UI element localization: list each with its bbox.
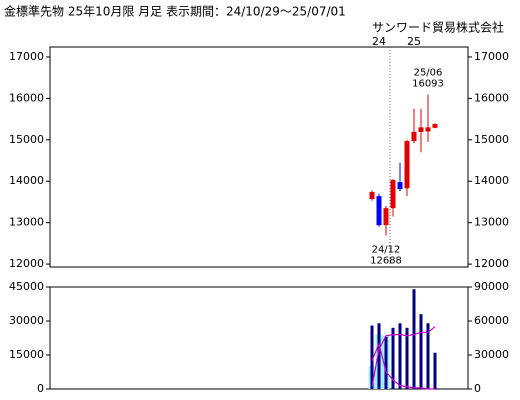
candle-body [411, 131, 417, 142]
volume-bar [433, 352, 437, 389]
y-tick-label: 17000 [474, 50, 509, 63]
candle-body [397, 182, 403, 190]
line-series [371, 341, 435, 390]
y-tick-label: 12000 [474, 257, 509, 270]
y-tick-label: 0 [37, 382, 44, 395]
company: サンワード貿易株式会社 [372, 20, 504, 35]
y-tick-label: 15000 [9, 133, 44, 146]
candle-body [376, 196, 382, 226]
volume-bar [426, 323, 430, 389]
volume-bar [412, 289, 416, 389]
price-frame [49, 46, 469, 268]
y-tick-label: 60000 [474, 314, 509, 327]
y-tick-label: 17000 [9, 50, 44, 63]
volume-frame [49, 286, 469, 390]
annotation-value: 12688 [370, 256, 402, 267]
volume-bar [398, 323, 402, 389]
candle-body [425, 127, 431, 132]
y-tick-label: 13000 [9, 216, 44, 229]
y-tick-label: 13000 [474, 216, 509, 229]
volume-bar [405, 327, 409, 389]
y-tick-label: 14000 [9, 174, 44, 187]
y-tick-label: 90000 [474, 280, 509, 293]
volume-bar [419, 314, 423, 389]
y-tick-label: 16000 [474, 91, 509, 104]
candle-body [432, 124, 438, 128]
x-tick-label: 24 [372, 35, 386, 48]
volume-bar [384, 336, 388, 389]
volume-bar [377, 323, 381, 389]
annotation-date: 25/06 [414, 68, 443, 79]
y-tick-label: 15000 [474, 133, 509, 146]
y-tick-label: 0 [474, 382, 481, 395]
line-series [371, 326, 436, 387]
candle-body [418, 127, 424, 132]
annotation-date: 24/12 [372, 245, 401, 256]
candle-body [369, 192, 375, 200]
y-tick-label: 12000 [9, 257, 44, 270]
volume-bar [391, 327, 395, 389]
candle-body [404, 141, 410, 189]
candle-body [383, 208, 389, 226]
title: 金標準先物 25年10月限 月足 表示期間：24/10/29～25/07/01 [4, 4, 346, 19]
y-tick-label: 45000 [9, 280, 44, 293]
candle-body [390, 179, 396, 209]
y-tick-label: 14000 [474, 174, 509, 187]
y-tick-label: 30000 [9, 314, 44, 327]
x-tick-label: 25 [407, 35, 421, 48]
volume-bar [370, 325, 374, 389]
annotation-value: 16093 [412, 79, 444, 90]
y-tick-label: 16000 [9, 91, 44, 104]
y-tick-label: 30000 [474, 348, 509, 361]
y-tick-label: 15000 [9, 348, 44, 361]
